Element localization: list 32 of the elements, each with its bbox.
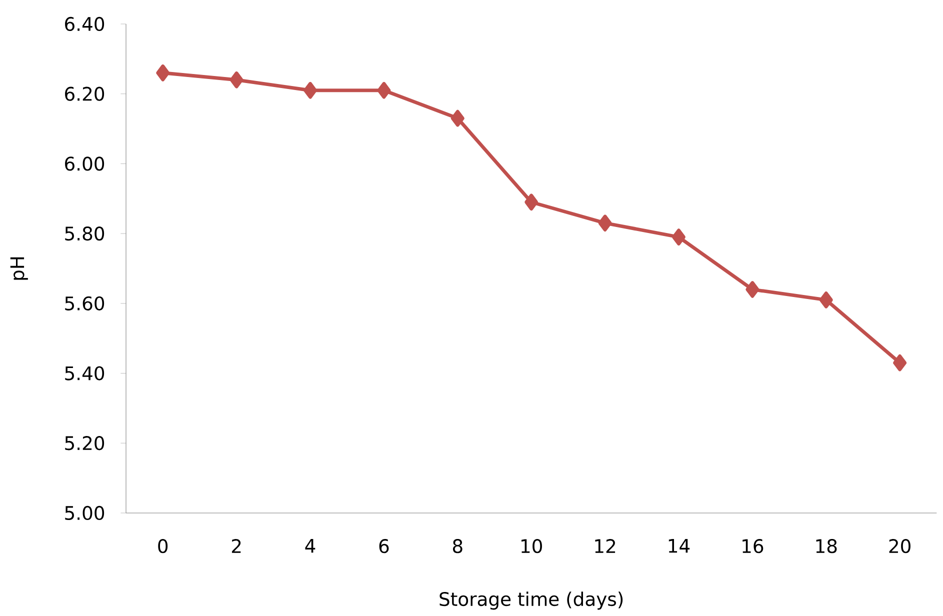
x-tick-label: 14 [668,539,690,553]
x-tick-label: 20 [889,539,910,554]
x-tick-label: 8 [452,539,462,554]
point [156,64,170,82]
point [450,110,464,127]
y-tick-label: 5.80 [65,226,104,241]
x-axis-title: Storage time (days) [440,592,623,610]
point [672,228,686,246]
point [230,71,244,88]
y-tick-label: 5.60 [65,296,104,310]
y-tick-label: 5.20 [65,436,104,450]
x-tick-label: 16 [742,539,764,554]
point [819,292,833,308]
x-tick-label: 4 [305,539,316,553]
x-tick-label: 0 [158,539,168,554]
point [598,214,612,232]
point [524,194,538,211]
point [746,281,760,298]
point [304,82,317,99]
y-tick-label: 6.40 [65,16,104,32]
y-tick-label: 5.40 [65,366,104,380]
y-axis-title: pH [10,257,28,280]
x-tick-label: 2 [232,539,241,553]
x-tick-label: 12 [595,539,616,553]
y-tick-label: 6.20 [65,86,104,101]
point [377,82,391,99]
x-tick-label: 6 [379,539,389,554]
y-tick-label: 6.00 [65,156,104,171]
point [893,354,907,372]
y-tick-label: 5.00 [65,506,104,520]
x-tick-label: 18 [816,539,837,554]
x-tick-label: 10 [522,539,542,554]
